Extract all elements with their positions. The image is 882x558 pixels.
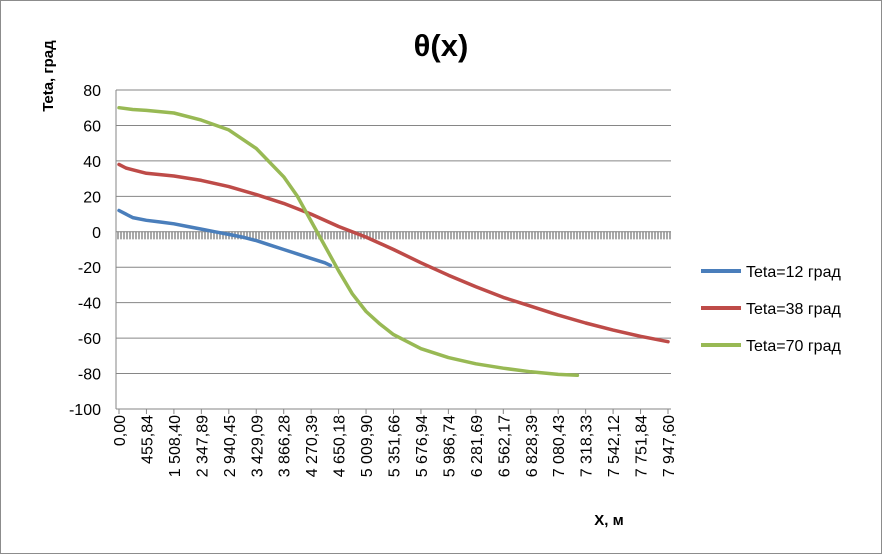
legend: Teta=12 град Teta=38 град Teta=70 град [701,264,841,355]
x-tick-labels: 0,00 455,84 1 508,40 2 347,89 2 940,45 3 429,… [112,415,678,477]
series-line-2 [117,162,670,344]
y-axis-label: Teta, град [40,40,57,112]
x-tick-label: 7 318,33 [579,415,596,477]
x-tick-label: 6 828,39 [524,415,541,477]
x-tick-label: 6 562,17 [496,415,513,477]
legend-item: Teta=38 град [701,301,841,318]
zero-band-layer [117,231,671,240]
y-tick-label: 0 [92,225,101,242]
legend-label: Teta=38 град [746,301,841,318]
y-tick-label: -80 [78,367,101,384]
x-tick-label: 4 650,18 [332,415,349,477]
x-tick-label: 5 009,90 [359,415,376,477]
legend-item: Teta=12 град [701,264,841,281]
x-tick-label: 3 866,28 [277,415,294,477]
x-tick-label: 2 940,45 [222,415,239,477]
x-tick-label: 5 351,66 [387,415,404,477]
x-tick-label: 7 947,60 [661,415,678,477]
legend-label: Teta=70 град [746,338,841,355]
x-tick-label: 2 347,89 [194,415,211,477]
y-tick-label: -100 [69,402,101,419]
series-line-1 [117,208,333,268]
x-tick-label: 1 508,40 [167,415,184,477]
series-line-3 [117,105,580,378]
x-tick-label: 7 542,12 [606,415,623,477]
y-tick-label: 40 [83,154,101,171]
x-tick-label: 6 281,69 [469,415,486,477]
chart-title: θ(x) [414,28,469,63]
x-tick-label: 7 080,43 [551,415,568,477]
x-tick-label: 4 270,39 [304,415,321,477]
series-layer [117,105,670,378]
x-tick-label: 0,00 [112,415,129,446]
x-tick-label: 7 751,84 [634,415,651,477]
legend-item: Teta=70 град [701,338,841,355]
y-tick-label: 60 [83,118,101,135]
x-tick-label: 5 676,94 [414,415,431,477]
x-tick-label: 5 986,74 [441,415,458,477]
y-tick-label: 80 [83,83,101,100]
x-tick-label: 3 429,09 [249,415,266,477]
y-tick-labels: -100 -80 -60 -40 -20 0 20 40 60 80 [69,83,101,419]
y-tick-label: -20 [78,260,101,277]
y-tick-label: -60 [78,331,101,348]
axis-layer [115,90,671,414]
y-tick-label: 20 [83,189,101,206]
x-tick-label: 455,84 [139,415,156,464]
x-axis-label: X, м [594,512,623,529]
legend-label: Teta=12 град [746,264,841,281]
y-tick-label: -40 [78,296,101,313]
